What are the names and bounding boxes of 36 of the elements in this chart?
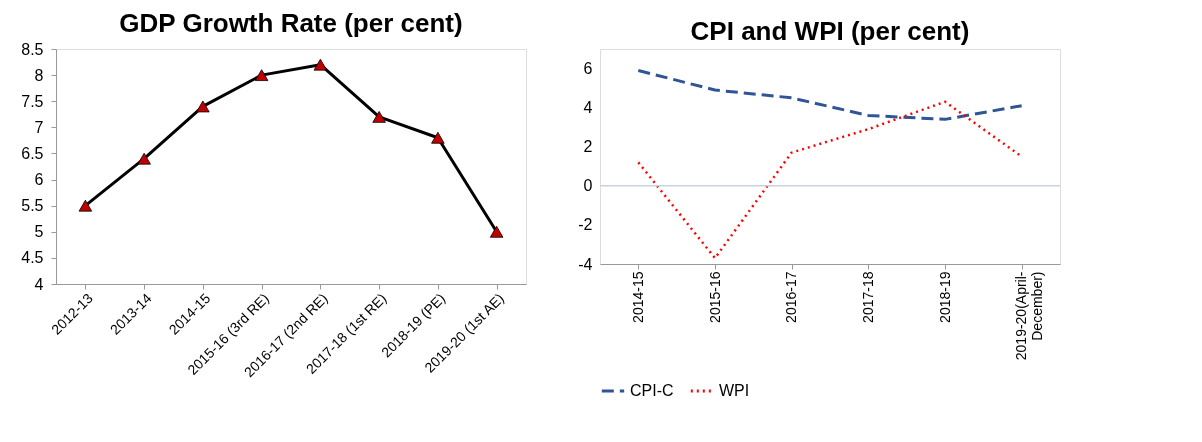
- x-tick-label: 2015-16: [706, 271, 723, 323]
- y-tick-label: 8.5: [21, 40, 44, 58]
- y-tick-label: -4: [578, 255, 593, 273]
- y-tick-label: 4: [583, 99, 593, 117]
- point: [431, 131, 445, 144]
- chart-title: CPI and WPI (per cent): [690, 16, 970, 46]
- line-series: [637, 100, 1023, 260]
- y-tick-label: 4: [34, 275, 44, 293]
- point: [489, 225, 504, 238]
- x-tick-label: 2017-18: [859, 271, 876, 323]
- x-tick-label: 2014-15: [629, 271, 646, 323]
- legend-label: WPI: [719, 382, 750, 399]
- point: [313, 58, 328, 71]
- y-tick-label: 7.5: [21, 92, 44, 110]
- y-tick-label: 7: [34, 118, 44, 136]
- point: [372, 111, 386, 123]
- point: [254, 69, 269, 81]
- chart-title: GDP Growth Rate (per cent): [119, 8, 463, 38]
- y-tick-label: 4.5: [21, 249, 44, 267]
- y-tick-label: 6: [34, 171, 44, 189]
- point: [78, 199, 93, 212]
- y-tick-label: 0: [583, 177, 593, 195]
- point: [137, 152, 151, 165]
- y-tick-label: 5: [34, 223, 44, 241]
- point: [196, 100, 210, 113]
- x-tick-label: 2019-20(April-December): [1013, 271, 1046, 361]
- y-tick-label: 2: [583, 138, 593, 156]
- y-tick-label: -2: [578, 216, 593, 234]
- y-tick-label: 5.5: [21, 197, 44, 215]
- line-series: [636, 69, 1024, 121]
- x-tick-label: 2018-19: [936, 271, 953, 323]
- legend-label: CPI-C: [630, 382, 674, 399]
- y-tick-label: 8: [34, 66, 44, 84]
- x-tick-label: 2016-17: [783, 271, 800, 323]
- y-tick-label: 6: [583, 60, 593, 78]
- y-tick-label: 6.5: [21, 144, 44, 162]
